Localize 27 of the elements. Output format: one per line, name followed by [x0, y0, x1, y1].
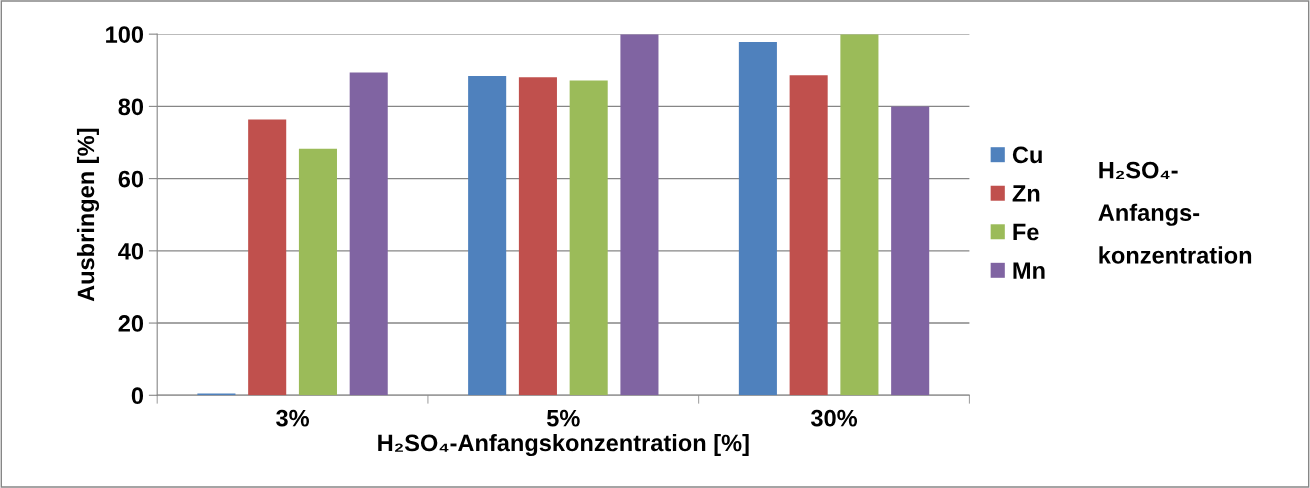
bar — [891, 106, 930, 396]
legend-label: Fe — [1013, 223, 1039, 241]
legend-label: Zn — [1012, 185, 1040, 202]
y-tick-label: 20 — [118, 315, 144, 332]
bar — [298, 148, 337, 396]
bar — [738, 42, 777, 396]
legend-label: Cu — [1012, 146, 1042, 164]
y-tick-label: 40 — [118, 242, 144, 260]
y-tick-label: 100 — [106, 26, 144, 43]
y-axis-title: Ausbringen [%] — [76, 128, 100, 302]
x-axis-title: H₂SO₄-Anfangskonzentration [%] — [378, 433, 749, 457]
bar — [248, 119, 287, 396]
bar — [789, 75, 828, 396]
y-tick-label: 60 — [118, 170, 144, 188]
x-tick-label: 5% — [546, 409, 580, 427]
bar — [569, 80, 608, 396]
bar — [840, 34, 879, 396]
legend-title: H₂SO₄- Anfangs- konzentration — [1098, 161, 1252, 264]
y-tick-label: 80 — [118, 98, 144, 116]
x-tick-label: 30% — [810, 409, 858, 427]
y-tick-label: 0 — [131, 387, 144, 405]
bar — [620, 34, 659, 396]
legend-label: Mn — [1013, 262, 1045, 279]
x-tick-label: 3% — [276, 409, 310, 427]
bar — [349, 72, 388, 396]
bar — [518, 77, 557, 396]
bar — [468, 76, 507, 396]
